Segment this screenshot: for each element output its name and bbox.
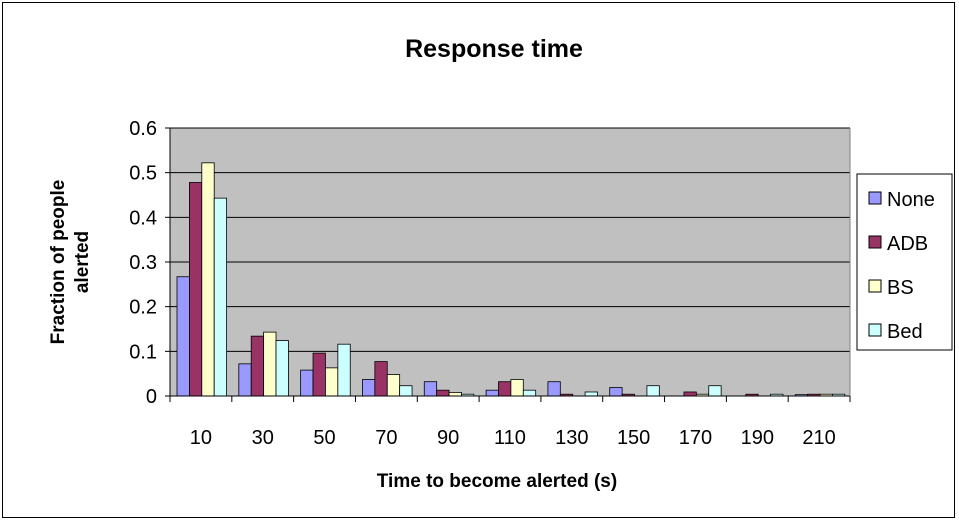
bar-adb-110 <box>498 381 512 397</box>
bar-bed-170 <box>708 385 722 397</box>
y-tick-label: 0.4 <box>129 207 157 229</box>
y-tick-label: 0.6 <box>129 118 157 140</box>
legend-label-bed: Bed <box>887 321 923 343</box>
bar-none-150 <box>609 387 623 397</box>
x-axis-ticks: 10 30 50 70 90 110 130 150 170 190 210 <box>169 396 851 449</box>
bar-bs-50 <box>325 367 339 397</box>
bar-adb-90 <box>436 389 450 397</box>
legend-swatch-none <box>868 191 882 205</box>
y-tick-label: 0.1 <box>129 341 157 363</box>
legend-label-none: None <box>887 189 935 211</box>
bars <box>176 162 846 397</box>
x-tick-label: 10 <box>190 427 212 449</box>
y-tick-label: 0.2 <box>129 297 157 319</box>
bar-bed-30 <box>275 340 289 397</box>
x-tick-label: 150 <box>617 427 650 449</box>
y-axis-label-group: Fraction of people alerted <box>48 180 93 345</box>
bar-bs-70 <box>386 374 401 397</box>
x-tick-label: 130 <box>555 427 588 449</box>
bar-bed-70 <box>399 385 413 397</box>
bar-bs-90 <box>448 392 462 397</box>
y-axis-label-line: Fraction of people <box>48 180 69 345</box>
legend: None ADB BS Bed <box>856 173 953 351</box>
bar-adb-10 <box>188 182 203 397</box>
chart-title: Response time <box>405 35 583 63</box>
y-tick-label: 0.5 <box>129 163 157 185</box>
bar-none-110 <box>485 389 499 397</box>
bar-bs-30 <box>263 331 277 397</box>
bar-none-10 <box>176 276 190 397</box>
bar-none-90 <box>423 381 438 397</box>
x-tick-label: 210 <box>802 427 835 449</box>
bar-bed-10 <box>213 197 227 397</box>
legend-swatch-bed <box>868 323 882 337</box>
legend-label-adb: ADB <box>887 233 928 255</box>
bar-adb-70 <box>374 361 388 397</box>
x-tick-label: 30 <box>252 427 274 449</box>
y-axis-label: Fraction of people alerted <box>48 180 93 345</box>
bar-none-30 <box>238 363 252 397</box>
bar-bed-150 <box>646 385 660 397</box>
y-tick-label: 0 <box>146 386 157 408</box>
x-axis-label: Time to become alerted (s) <box>377 471 617 492</box>
y-axis-ticks: 0 0.1 0.2 0.3 0.4 0.5 0.6 <box>129 118 170 408</box>
x-tick-label: 90 <box>437 427 459 449</box>
x-tick-label: 190 <box>741 427 774 449</box>
legend-swatch-bs <box>868 279 882 293</box>
bar-bed-110 <box>522 389 537 397</box>
bar-bs-110 <box>510 379 524 397</box>
x-tick-label: 70 <box>375 427 397 449</box>
bar-adb-30 <box>250 335 265 397</box>
y-axis-label-line: alerted <box>72 231 93 293</box>
y-tick-label: 0.3 <box>129 252 157 274</box>
bar-adb-170 <box>683 391 697 397</box>
x-tick-label: 170 <box>679 427 712 449</box>
bar-none-70 <box>362 379 376 397</box>
bar-none-50 <box>300 369 314 397</box>
bar-none-130 <box>547 381 561 397</box>
x-tick-label: 50 <box>313 427 335 449</box>
legend-label-bs: BS <box>887 277 914 299</box>
bar-bs-10 <box>201 162 215 397</box>
gridlines <box>170 127 850 352</box>
bar-bed-50 <box>337 343 351 397</box>
bar-adb-50 <box>312 352 326 397</box>
bar-bed-130 <box>584 391 598 397</box>
legend-swatch-adb <box>868 235 882 249</box>
x-tick-label: 110 <box>494 427 526 449</box>
